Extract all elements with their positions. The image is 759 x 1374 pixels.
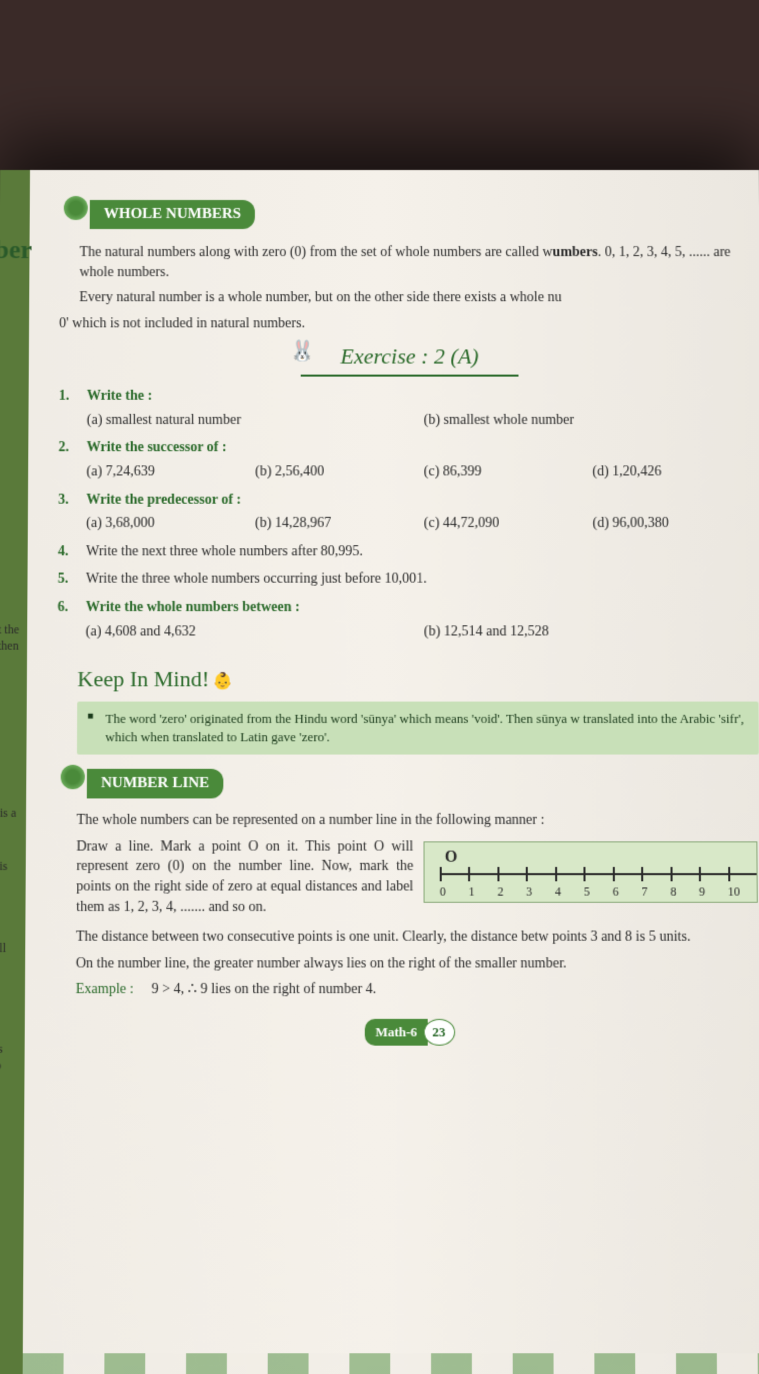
q3-b: (b) 14,28,967 bbox=[255, 514, 424, 534]
q3: 3. Write the predecessor of : (a) 3,68,0… bbox=[58, 490, 759, 534]
example-label: Example : bbox=[76, 982, 134, 997]
q4: 4. Write the next three whole numbers af… bbox=[58, 542, 759, 562]
intro-line-1: The natural numbers along with zero (0) … bbox=[79, 243, 759, 282]
side-as: As bbox=[0, 1041, 3, 1058]
q3-c: (c) 44,72,090 bbox=[424, 514, 593, 534]
nl-tick-6: 6 bbox=[613, 865, 642, 901]
q5-num: 5. bbox=[58, 570, 69, 590]
number-line-figure: O 0 1 2 3 4 5 6 7 8 9 10 bbox=[424, 841, 758, 902]
side-then: , then bbox=[0, 638, 19, 655]
nl-tick-4: 4 bbox=[555, 865, 584, 901]
nl-p3: The distance between two consecutive poi… bbox=[76, 928, 744, 948]
q6-b: (b) 12,514 and 12,528 bbox=[424, 622, 759, 642]
example-line: Example : 9 > 4, ∴ 9 lies on the right o… bbox=[76, 980, 745, 1000]
intro-1b: umbers bbox=[553, 245, 598, 260]
q2-a: (a) 7,24,639 bbox=[86, 462, 255, 482]
intro-line-3: 0' which is not included in natural numb… bbox=[59, 314, 759, 334]
q1-a: (a) smallest natural number bbox=[87, 411, 424, 431]
q6-title: Write the whole numbers between : bbox=[86, 600, 300, 615]
cutoff-ber: ber bbox=[0, 232, 32, 268]
q2-num: 2. bbox=[58, 438, 69, 458]
q3-a: (a) 3,68,000 bbox=[86, 514, 255, 534]
q1: 1. Write the : (a) smallest natural numb… bbox=[59, 387, 759, 431]
q5: 5. Write the three whole numbers occurri… bbox=[58, 570, 759, 590]
q3-num: 3. bbox=[58, 490, 69, 510]
q6-num: 6. bbox=[58, 598, 69, 618]
footer-book: Math-6 bbox=[365, 1019, 427, 1046]
side-0-is: 0 is bbox=[0, 858, 8, 875]
q1-num: 1. bbox=[59, 387, 70, 407]
footer: Math-623 bbox=[55, 1019, 759, 1046]
q6-a: (a) 4,608 and 4,632 bbox=[86, 622, 424, 642]
q1-options: (a) smallest natural number (b) smallest… bbox=[87, 411, 759, 431]
nl-tick-0: 0 bbox=[440, 865, 469, 901]
side-vill: vill bbox=[0, 940, 6, 957]
keep-in-mind-label: Keep In Mind! bbox=[77, 664, 233, 695]
q2-title: Write the successor of : bbox=[87, 440, 227, 455]
q3-title: Write the predecessor of : bbox=[86, 492, 241, 507]
question-list: 1. Write the : (a) smallest natural numb… bbox=[57, 387, 759, 642]
nl-tick-9: 9 bbox=[699, 865, 728, 901]
page-wrap: WHOLE NUMBERS ber The natural numbers al… bbox=[0, 170, 759, 1374]
q2-c: (c) 86,399 bbox=[424, 462, 593, 482]
q3-d: (d) 96,00,380 bbox=[593, 514, 759, 534]
intro-line-2: Every natural number is a whole number, … bbox=[79, 288, 759, 308]
page: WHOLE NUMBERS ber The natural numbers al… bbox=[0, 170, 759, 1046]
nl-p1: The whole numbers can be represented on … bbox=[77, 811, 744, 831]
q4-num: 4. bbox=[58, 542, 69, 562]
side-nt-the: nt the bbox=[0, 621, 19, 638]
q2-options: (a) 7,24,639 (b) 2,56,400 (c) 86,399 (d)… bbox=[86, 462, 759, 482]
nl-tick-7: 7 bbox=[641, 865, 670, 901]
nl-ticks: 0 1 2 3 4 5 6 7 8 9 10 bbox=[440, 865, 757, 901]
side-no: no bbox=[0, 1057, 1, 1074]
side-is-a: 3 is a bbox=[0, 805, 16, 822]
exercise-label: Exercise : 2 (A) bbox=[300, 342, 519, 377]
exercise-banner: Exercise : 2 (A) bbox=[59, 342, 759, 377]
nl-tick-10: 10 bbox=[728, 865, 757, 901]
q2-b: (b) 2,56,400 bbox=[255, 462, 424, 482]
q3-options: (a) 3,68,000 (b) 14,28,967 (c) 44,72,090… bbox=[86, 514, 759, 534]
example-text: 9 > 4, ∴ 9 lies on the right of number 4… bbox=[151, 982, 376, 997]
nl-tick-1: 1 bbox=[469, 865, 498, 901]
q4-text: Write the next three whole numbers after… bbox=[86, 544, 363, 559]
q2-d: (d) 1,20,426 bbox=[592, 462, 759, 482]
q2: 2. Write the successor of : (a) 7,24,639… bbox=[58, 438, 759, 482]
q1-title: Write the : bbox=[87, 389, 152, 404]
q1-b: (b) smallest whole number bbox=[424, 411, 759, 431]
q6-options: (a) 4,608 and 4,632 (b) 12,514 and 12,52… bbox=[86, 622, 759, 642]
q5-text: Write the three whole numbers occurring … bbox=[86, 572, 427, 587]
intro-1a: The natural numbers along with zero (0) … bbox=[80, 245, 553, 260]
bottom-strip bbox=[23, 1353, 759, 1374]
section-header-whole-numbers: WHOLE NUMBERS bbox=[90, 200, 255, 229]
fact-box: The word 'zero' originated from the Hind… bbox=[77, 701, 759, 754]
nl-tick-2: 2 bbox=[497, 865, 526, 901]
q6: 6. Write the whole numbers between : (a)… bbox=[57, 598, 759, 642]
nl-tick-8: 8 bbox=[670, 865, 699, 901]
section-header-number-line: NUMBER LINE bbox=[87, 769, 224, 799]
nl-tick-3: 3 bbox=[526, 865, 555, 901]
footer-page: 23 bbox=[423, 1019, 454, 1046]
nl-tick-5: 5 bbox=[584, 865, 613, 901]
nl-p4: On the number line, the greater number a… bbox=[76, 954, 744, 974]
